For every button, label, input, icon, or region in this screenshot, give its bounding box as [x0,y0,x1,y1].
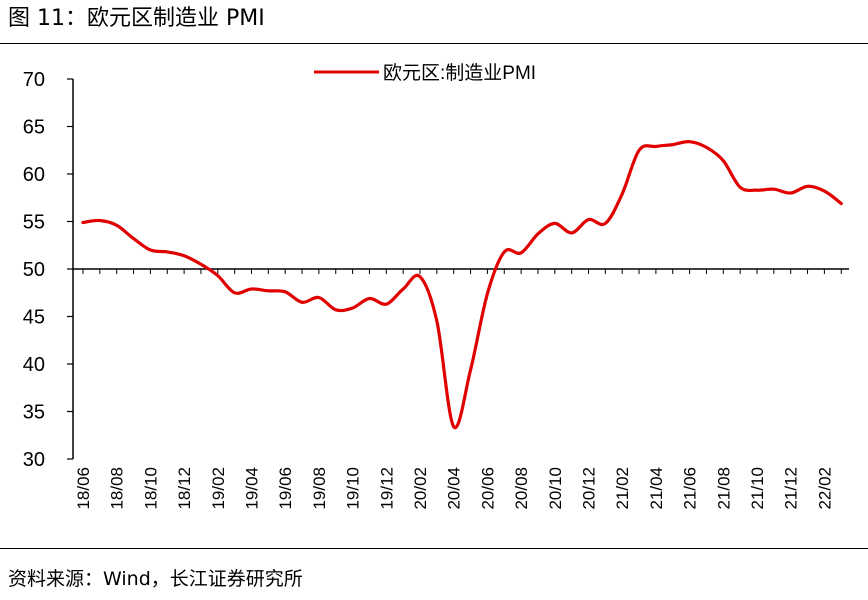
y-tick-label: 55 [23,212,45,234]
source-note: 资料来源：Wind，长江证券研究所 [8,568,303,590]
x-tick-label: 19/04 [243,467,262,510]
y-tick-label: 35 [23,402,45,424]
y-tick-label: 70 [23,69,45,91]
x-tick-label: 19/10 [344,467,363,510]
y-axis: 70 65 60 55 50 45 40 35 30 [23,69,74,471]
x-tick-label: 20/10 [546,467,565,510]
x-tick-label: 20/04 [445,467,464,510]
x-tick-label: 18/12 [175,467,194,510]
x-tick-label: 21/10 [748,467,767,510]
plot-area [81,140,843,430]
y-tick-label: 50 [23,259,45,281]
y-tick-label: 45 [23,307,45,329]
y-tick-label: 60 [23,164,45,186]
x-tick-label: 21/06 [681,467,700,510]
legend-label: 欧元区:制造业PMI [383,62,536,84]
figure-title: 图 11：欧元区制造业 PMI [8,6,265,31]
y-tick-label: 30 [23,449,45,471]
y-tick-label: 65 [23,117,45,139]
y-tick-label: 40 [23,354,45,376]
x-tick-label: 21/08 [714,467,733,510]
x-tick-label: 18/08 [108,467,127,510]
x-tick-label: 22/02 [815,467,834,510]
x-tick-label: 20/08 [512,467,531,510]
x-tick-label: 21/12 [782,467,801,510]
x-tick-label: 20/02 [411,467,430,510]
x-tick-label: 19/06 [276,467,295,510]
x-tick-label: 19/12 [377,467,396,510]
x-axis: 18/06 18/08 18/10 18/12 19/02 19/04 19/06 19/08… [73,268,849,510]
x-tick-label: 19/02 [209,467,228,510]
x-tick-label: 19/08 [310,467,329,510]
series-line-eurozone-pmi [81,140,843,430]
x-tick-label: 21/02 [613,467,632,510]
x-tick-label: 18/10 [141,467,160,510]
source-rule [0,548,868,549]
x-tick-label: 18/06 [74,467,93,510]
title-rule [0,43,868,44]
x-tick-label: 20/06 [478,467,497,510]
legend: 欧元区:制造业PMI [314,62,536,84]
x-tick-label: 20/12 [580,467,599,510]
x-tick-label: 21/04 [647,467,666,510]
